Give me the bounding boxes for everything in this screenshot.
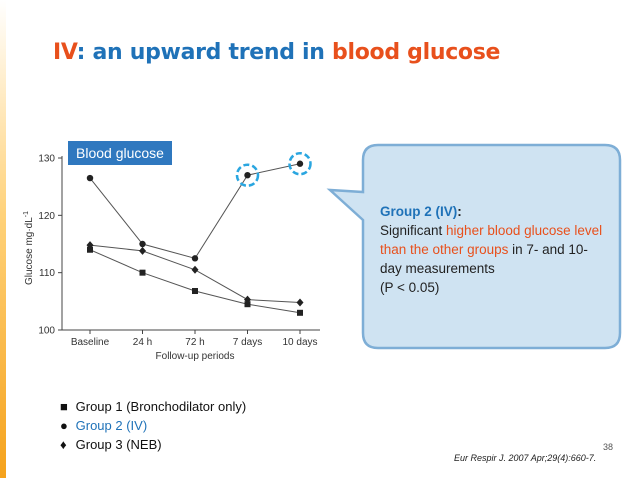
callout-heading-colon: : [457,204,462,219]
legend-label-group2: Group 2 (IV) [75,418,148,433]
y-tick-label: 100 [38,326,55,337]
y-tick-label: 130 [38,154,55,165]
series3-point [139,246,146,255]
series1-point [244,301,251,308]
square-icon: ■ [60,399,68,414]
series1-point [87,246,93,253]
callout-rest: in 7- and 10-day measurements [380,242,588,276]
chart-label-badge: Blood glucose [68,141,172,165]
glucose-line-chart: 100 110 120 130 Baseline 24 h 72 h 7 days 10 day… [23,151,320,362]
y-axis-label-superscript: -1 [23,211,30,217]
citation: Eur Respir J. 2007 Apr;29(4):660-7. [454,453,597,463]
side-accent-bar [0,0,6,478]
legend-item-group3: ♦ Group 3 (NEB) [60,435,246,454]
slide-title: IV: an upward trend in blood glucose [53,40,500,65]
callout-bubble [326,143,622,350]
series3-point [191,265,199,274]
y-tick-label: 110 [39,268,55,279]
series3-point [86,241,94,250]
series3-point [296,298,304,307]
series3-point [244,295,251,304]
x-tick-label: 24 h [133,337,152,348]
page-number: 38 [603,442,614,452]
series1-point [192,288,198,295]
callout-line1: Significant [380,223,447,238]
highlight-circle [288,151,312,176]
x-tick-label: Baseline [71,337,110,348]
x-tick-label: 72 h [185,337,204,348]
legend: ■ Group 1 (Bronchodilator only) ● Group … [60,397,246,454]
title-middle: : an upward trend in [76,40,333,65]
diamond-icon: ♦ [60,437,67,452]
series2-point [296,160,304,167]
legend-item-group1: ■ Group 1 (Bronchodilator only) [60,397,246,416]
series2-point [191,255,199,262]
x-tick-label: 7 days [233,337,262,348]
legend-item-group2: ● Group 2 (IV) [60,416,246,435]
title-prefix: IV [53,40,77,65]
highlight-circle [235,163,260,187]
y-axis-label: Glucose mg·dL-1 [23,211,35,285]
title-highlight: blood glucose [332,40,501,65]
x-axis-label: Follow-up periods [156,351,235,362]
callout-text: Group 2 (IV): Significant higher blood g… [380,202,605,297]
y-tick-label: 120 [38,211,55,222]
series2-point [244,172,251,179]
legend-label-group3: Group 3 (NEB) [75,437,162,452]
series2-point [139,240,146,248]
x-tick-label: 10 days [282,337,317,348]
series2-point [86,174,94,182]
series1-point [139,269,146,276]
callout-highlight: higher blood glucose level than the othe… [380,223,603,257]
callout-pvalue: (P < 0.05) [380,280,440,295]
series-line-2 [89,163,301,259]
callout-heading: Group 2 (IV) [380,204,458,219]
series1-point [297,309,303,316]
legend-label-group1: Group 1 (Bronchodilator only) [75,399,247,414]
circle-icon: ● [60,418,68,433]
